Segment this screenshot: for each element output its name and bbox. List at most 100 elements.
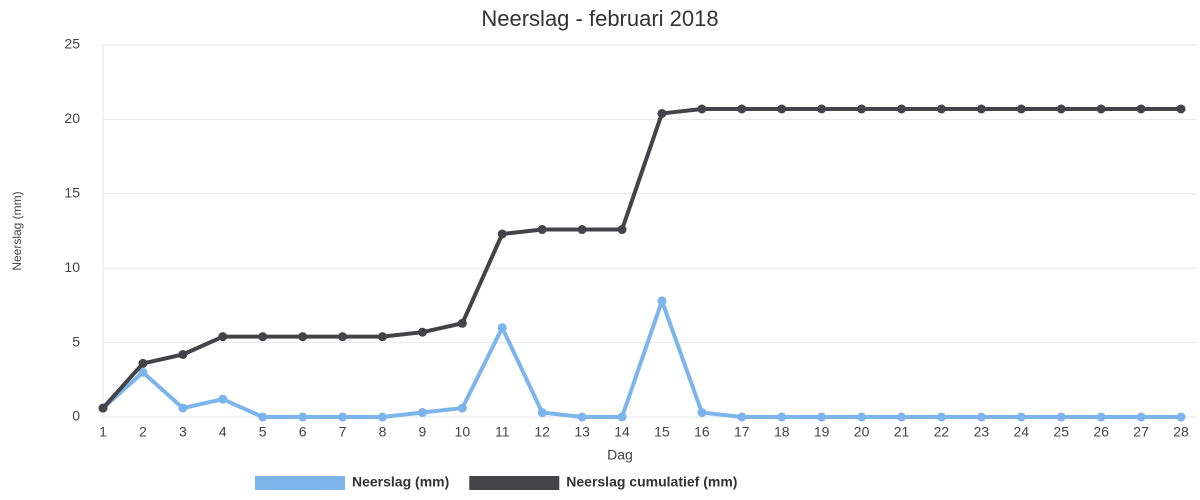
x-tick-label: 18 bbox=[774, 424, 790, 440]
x-tick-label: 10 bbox=[455, 424, 471, 440]
data-point bbox=[817, 104, 827, 114]
data-point bbox=[976, 412, 986, 422]
x-tick-label: 7 bbox=[339, 424, 347, 440]
x-tick-label: 23 bbox=[974, 424, 990, 440]
data-point bbox=[377, 332, 387, 342]
x-tick-label: 21 bbox=[894, 424, 910, 440]
data-point bbox=[377, 412, 387, 422]
x-tick-label: 4 bbox=[219, 424, 227, 440]
data-point bbox=[1016, 104, 1026, 114]
data-point bbox=[138, 358, 148, 368]
data-point bbox=[1016, 412, 1026, 422]
data-point bbox=[497, 229, 507, 239]
series-line bbox=[101, 298, 1181, 419]
data-point bbox=[897, 412, 907, 422]
legend-swatch bbox=[469, 476, 560, 490]
legend-label: Neerslag cumulatief (mm) bbox=[566, 474, 737, 490]
data-point bbox=[258, 332, 268, 342]
legend-label: Neerslag (mm) bbox=[352, 474, 449, 490]
data-point bbox=[857, 104, 867, 114]
data-point bbox=[617, 225, 627, 235]
data-point bbox=[138, 367, 148, 377]
data-point bbox=[1176, 412, 1186, 422]
data-point bbox=[258, 412, 268, 422]
data-point bbox=[737, 412, 747, 422]
x-tick-label: 9 bbox=[419, 424, 427, 440]
data-point bbox=[1176, 104, 1186, 114]
y-tick-label: 10 bbox=[64, 259, 80, 275]
data-point bbox=[218, 332, 228, 342]
data-point bbox=[897, 104, 907, 114]
data-point bbox=[697, 408, 707, 418]
data-point bbox=[777, 412, 787, 422]
x-tick-label: 19 bbox=[814, 424, 830, 440]
data-point bbox=[1056, 412, 1066, 422]
x-axis-label: Dag bbox=[607, 447, 633, 463]
data-point bbox=[218, 394, 228, 404]
data-point bbox=[577, 412, 587, 422]
data-point bbox=[338, 332, 348, 342]
data-point bbox=[1056, 104, 1066, 114]
data-point bbox=[936, 104, 946, 114]
x-tick-label: 26 bbox=[1093, 424, 1109, 440]
x-tick-label: 20 bbox=[854, 424, 870, 440]
data-point bbox=[1096, 104, 1106, 114]
data-point bbox=[976, 104, 986, 114]
x-tick-label: 8 bbox=[379, 424, 387, 440]
x-tick-label: 3 bbox=[179, 424, 187, 440]
data-point bbox=[298, 412, 308, 422]
x-tick-label: 17 bbox=[734, 424, 750, 440]
x-tick-label: 15 bbox=[654, 424, 670, 440]
legend-swatch bbox=[255, 476, 345, 490]
series-line bbox=[101, 106, 1181, 410]
data-point bbox=[737, 104, 747, 114]
data-point bbox=[338, 412, 348, 422]
x-tick-label: 27 bbox=[1133, 424, 1149, 440]
y-tick-label: 20 bbox=[64, 110, 80, 126]
data-point bbox=[457, 403, 467, 413]
data-point bbox=[1096, 412, 1106, 422]
x-tick-label: 6 bbox=[299, 424, 307, 440]
data-point bbox=[777, 104, 787, 114]
x-tick-label: 12 bbox=[534, 424, 550, 440]
data-point bbox=[178, 350, 188, 360]
data-point bbox=[657, 108, 667, 118]
data-point bbox=[178, 403, 188, 413]
y-tick-label: 15 bbox=[64, 185, 80, 201]
data-point bbox=[577, 225, 587, 235]
data-point bbox=[936, 412, 946, 422]
data-point bbox=[537, 225, 547, 235]
x-tick-label: 11 bbox=[495, 424, 510, 440]
data-point bbox=[417, 408, 427, 418]
data-point bbox=[1136, 412, 1146, 422]
x-tick-label: 14 bbox=[614, 424, 630, 440]
data-point bbox=[497, 323, 507, 333]
x-tick-label: 1 bbox=[99, 424, 107, 440]
y-tick-label: 5 bbox=[72, 333, 80, 349]
data-point bbox=[657, 296, 667, 306]
x-tick-label: 22 bbox=[934, 424, 950, 440]
data-point bbox=[857, 412, 867, 422]
y-tick-label: 0 bbox=[72, 408, 80, 424]
x-tick-label: 28 bbox=[1173, 424, 1189, 440]
x-tick-label: 2 bbox=[139, 424, 147, 440]
data-point bbox=[98, 403, 108, 413]
data-point bbox=[817, 412, 827, 422]
data-point bbox=[537, 408, 547, 418]
x-tick-label: 5 bbox=[259, 424, 267, 440]
y-tick-label: 25 bbox=[64, 36, 80, 52]
data-point bbox=[417, 327, 427, 337]
data-point bbox=[457, 318, 467, 328]
data-point bbox=[1136, 104, 1146, 114]
y-axis-label: Neerslag (mm) bbox=[10, 191, 24, 270]
chart-title: Neerslag - februari 2018 bbox=[481, 6, 718, 31]
data-point bbox=[697, 104, 707, 114]
x-tick-label: 24 bbox=[1014, 424, 1030, 440]
x-tick-label: 13 bbox=[574, 424, 590, 440]
data-point bbox=[617, 412, 627, 422]
x-tick-label: 16 bbox=[694, 424, 710, 440]
x-tick-label: 25 bbox=[1053, 424, 1069, 440]
data-point bbox=[298, 332, 308, 342]
